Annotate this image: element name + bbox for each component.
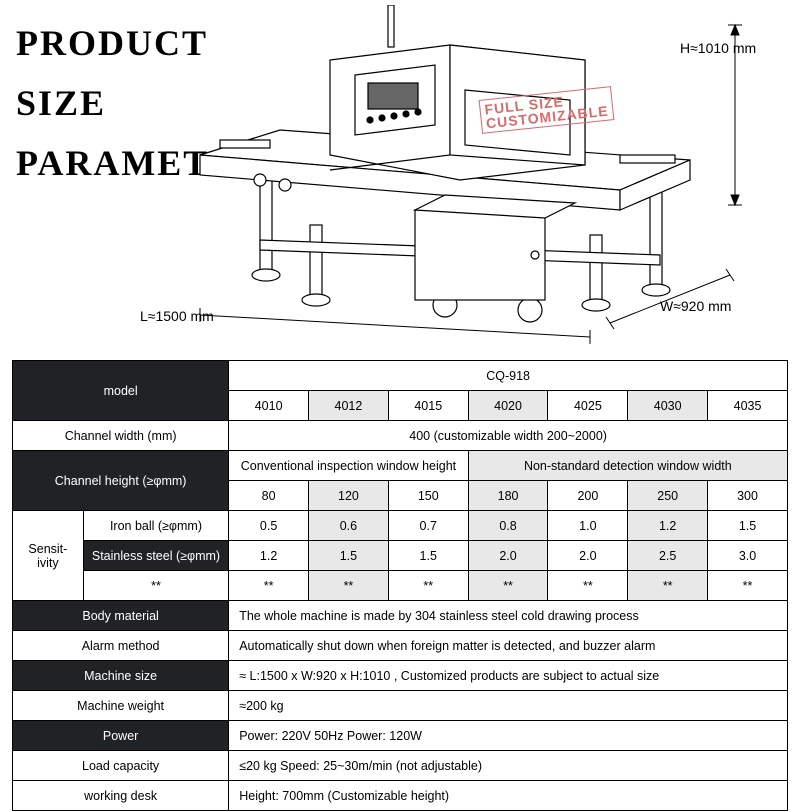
iron-0: 0.5 (229, 511, 309, 541)
load-label: Load capacity (13, 751, 229, 781)
height-2: 150 (388, 481, 468, 511)
machine-size-value: ≈ L:1500 x W:920 x H:1010 , Customized p… (229, 661, 788, 691)
iron-6: 1.5 (708, 511, 788, 541)
alarm-value: Automatically shut down when foreign mat… (229, 631, 788, 661)
desk-label: working desk (13, 781, 229, 811)
height-4: 200 (548, 481, 628, 511)
ss-1: 1.5 (309, 541, 389, 571)
stars-5: ** (628, 571, 708, 601)
model-name: CQ-918 (229, 361, 788, 391)
ss-2: 1.5 (388, 541, 468, 571)
heading-line1: PRODUCT (16, 22, 208, 64)
channel-width-label: Channel width (mm) (13, 421, 229, 451)
ss-6: 3.0 (708, 541, 788, 571)
iron-1: 0.6 (309, 511, 389, 541)
stars-6: ** (708, 571, 788, 601)
stars-1: ** (309, 571, 389, 601)
heading-line2: SIZE (16, 82, 106, 124)
ss-4: 2.0 (548, 541, 628, 571)
machine-size-label: Machine size (13, 661, 229, 691)
channel-width-value: 400 (customizable width 200~2000) (229, 421, 788, 451)
desk-value: Height: 700mm (Customizable height) (229, 781, 788, 811)
variant-1: 4012 (309, 391, 389, 421)
height-0: 80 (229, 481, 309, 511)
machine-weight-value: ≈200 kg (229, 691, 788, 721)
height-6: 300 (708, 481, 788, 511)
load-value: ≤20 kg Speed: 25~30m/min (not adjustable… (229, 751, 788, 781)
dim-w-label: W≈920 mm (660, 298, 731, 314)
height-5: 250 (628, 481, 708, 511)
iron-2: 0.7 (388, 511, 468, 541)
stars-2: ** (388, 571, 468, 601)
height-1: 120 (309, 481, 389, 511)
variant-5: 4030 (628, 391, 708, 421)
conv-header: Conventional inspection window height (229, 451, 468, 481)
power-value: Power: 220V 50Hz Power: 120W (229, 721, 788, 751)
alarm-label: Alarm method (13, 631, 229, 661)
variant-0: 4010 (229, 391, 309, 421)
model-label: model (13, 361, 229, 421)
sensitivity-label: Sensit- ivity (13, 511, 84, 601)
stars-0: ** (229, 571, 309, 601)
iron-3: 0.8 (468, 511, 548, 541)
ss-label: Stainless steel (≥φmm) (83, 541, 229, 571)
machine-weight-label: Machine weight (13, 691, 229, 721)
product-diagram: FULL SIZE CUSTOMIZABLE (190, 5, 750, 345)
spec-table: model CQ-918 4010 4012 4015 4020 4025 40… (12, 360, 788, 811)
height-3: 180 (468, 481, 548, 511)
variant-4: 4025 (548, 391, 628, 421)
nonstd-header: Non-standard detection window width (468, 451, 787, 481)
stars-3: ** (468, 571, 548, 601)
body-material-label: Body material (13, 601, 229, 631)
ss-3: 2.0 (468, 541, 548, 571)
dim-l-label: L≈1500 mm (140, 308, 214, 324)
stars-label: ** (83, 571, 229, 601)
ss-0: 1.2 (229, 541, 309, 571)
iron-4: 1.0 (548, 511, 628, 541)
body-material-value: The whole machine is made by 304 stainle… (229, 601, 788, 631)
power-label: Power (13, 721, 229, 751)
ss-5: 2.5 (628, 541, 708, 571)
iron-label: Iron ball (≥φmm) (83, 511, 229, 541)
stars-4: ** (548, 571, 628, 601)
dim-h-label: H≈1010 mm (680, 40, 756, 56)
iron-5: 1.2 (628, 511, 708, 541)
variant-6: 4035 (708, 391, 788, 421)
variant-3: 4020 (468, 391, 548, 421)
variant-2: 4015 (388, 391, 468, 421)
channel-height-label: Channel height (≥φmm) (13, 451, 229, 511)
